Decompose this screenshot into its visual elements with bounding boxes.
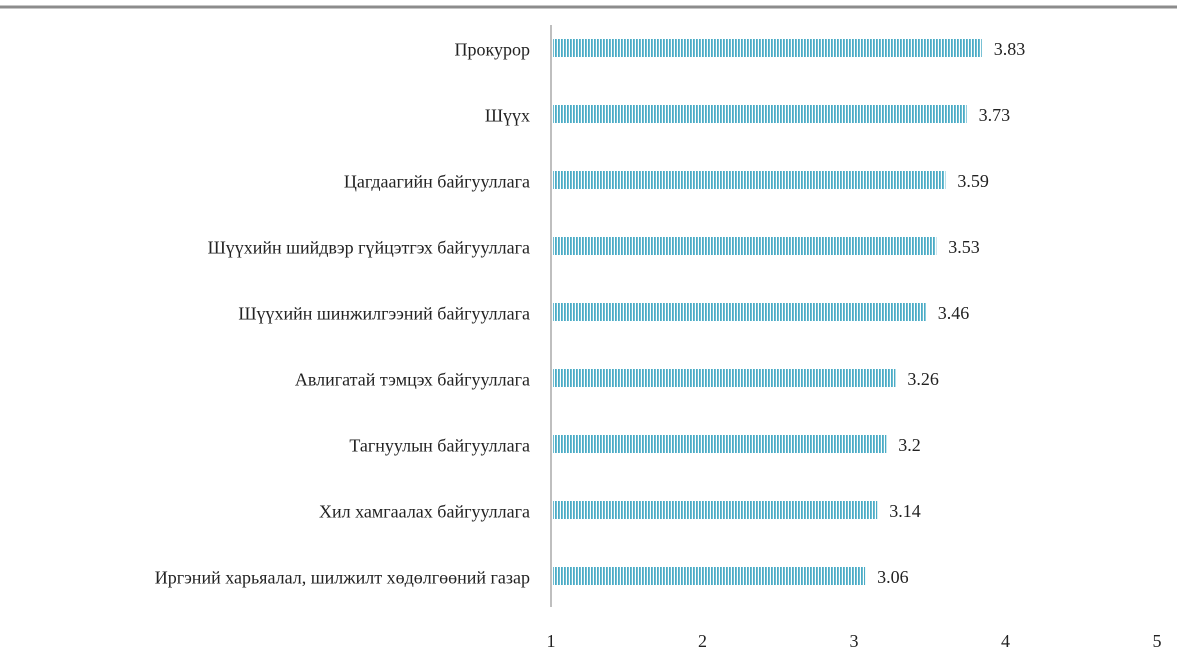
bar	[553, 303, 926, 321]
value-label: 3.46	[938, 303, 970, 323]
x-tick-label: 5	[1153, 631, 1162, 651]
bar	[553, 39, 982, 57]
category-label: Цагдаагийн байгууллага	[343, 171, 530, 192]
bar	[553, 171, 946, 189]
category-label: Шүүх	[484, 105, 530, 126]
value-label: 3.83	[994, 39, 1026, 59]
category-label: Хил хамгаалах байгууллага	[319, 501, 530, 522]
category-label: Шүүхийн шинжилгээний байгууллага	[238, 303, 530, 324]
value-label: 3.26	[907, 369, 939, 389]
bar	[553, 105, 967, 123]
value-label: 3.73	[979, 105, 1011, 125]
value-label: 3.06	[877, 567, 909, 587]
category-label: Авлигатай тэмцэх байгууллага	[294, 369, 530, 390]
category-label: Шүүхийн шийдвэр гүйцэтгэх байгууллага	[207, 237, 530, 258]
x-tick-label: 2	[698, 631, 707, 651]
category-label: Иргэний харьяалал, шилжилт хөдөлгөөний г…	[154, 567, 530, 588]
value-label: 3.2	[898, 435, 921, 455]
value-label: 3.53	[948, 237, 980, 257]
bar	[553, 435, 887, 453]
x-tick-label: 3	[850, 631, 859, 651]
x-tick-label: 1	[547, 631, 556, 651]
bar	[553, 501, 878, 519]
category-label: Тагнуулын байгууллага	[349, 435, 530, 456]
bar	[553, 567, 866, 585]
bar	[553, 369, 896, 387]
value-label: 3.59	[957, 171, 989, 191]
value-label: 3.14	[889, 501, 921, 521]
x-tick-label: 4	[1001, 631, 1010, 651]
category-label: Прокурор	[454, 39, 531, 60]
bar	[553, 237, 937, 255]
